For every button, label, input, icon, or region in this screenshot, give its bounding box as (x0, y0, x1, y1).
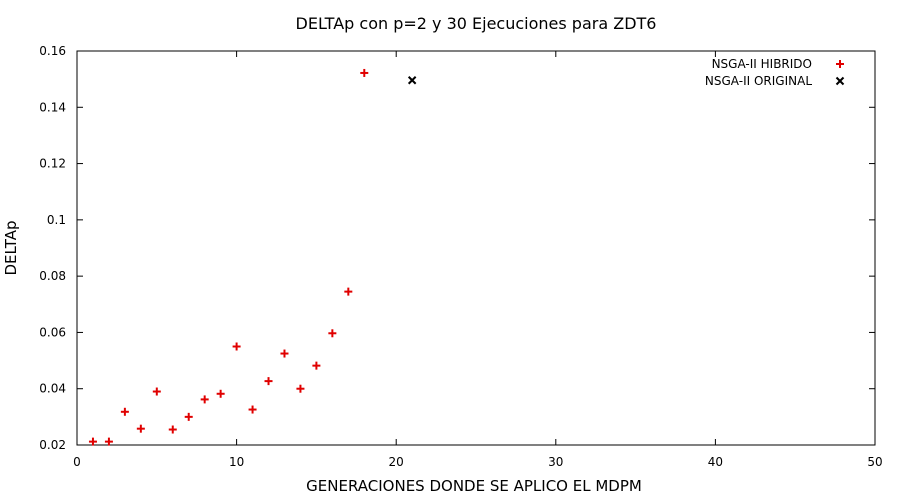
data-point (120, 407, 129, 416)
y-tick-label: 0.1 (47, 213, 66, 227)
y-tick-label: 0.12 (39, 157, 66, 171)
data-point (152, 387, 161, 396)
plot-frame (76, 50, 876, 446)
data-point (184, 412, 193, 421)
data-point (360, 68, 369, 77)
data-point (312, 361, 321, 370)
x-tick-label: 10 (229, 455, 244, 469)
data-point (328, 329, 337, 338)
legend-label: NSGA-II HIBRIDO (712, 57, 812, 71)
x-tick-label: 50 (867, 455, 882, 469)
y-tick-label: 0.08 (39, 269, 66, 283)
y-tick-label: 0.16 (39, 44, 66, 58)
legend-marker (836, 60, 844, 68)
data-point (248, 405, 257, 414)
data-point (200, 395, 209, 404)
data-point (232, 342, 241, 351)
y-axis-label: DELTAp (2, 220, 20, 275)
legend-marker (835, 76, 845, 86)
data-point (407, 76, 417, 85)
y-tick-label: 0.06 (39, 325, 66, 339)
chart-title: DELTAp con p=2 y 30 Ejecuciones para ZDT… (296, 14, 657, 33)
y-tick-label: 0.14 (39, 100, 66, 114)
x-tick-label: 40 (708, 455, 723, 469)
data-point (168, 425, 177, 434)
data-point (264, 377, 273, 386)
x-axis: 0 10 20 30 40 50 (73, 51, 883, 469)
y-tick-label: 0.04 (39, 382, 66, 396)
x-tick-label: 0 (73, 455, 81, 469)
data-point (136, 424, 145, 433)
x-axis-label: GENERACIONES DONDE SE APLICO EL MDPM (306, 477, 642, 495)
legend: NSGA-II HIBRIDO NSGA-II ORIGINAL (705, 57, 845, 88)
x-tick-label: 20 (389, 455, 404, 469)
data-point (104, 437, 113, 446)
data-point (296, 384, 305, 393)
data-point (216, 389, 225, 398)
data-point (344, 287, 353, 296)
y-tick-label: 0.02 (39, 438, 66, 452)
legend-label: NSGA-II ORIGINAL (705, 74, 812, 88)
data-point (280, 349, 289, 358)
y-axis: 0.02 0.04 0.06 0.08 0.1 0.12 0.14 0.16 (39, 44, 875, 452)
data-point (88, 437, 97, 446)
data-points (88, 68, 417, 446)
x-tick-label: 30 (548, 455, 563, 469)
